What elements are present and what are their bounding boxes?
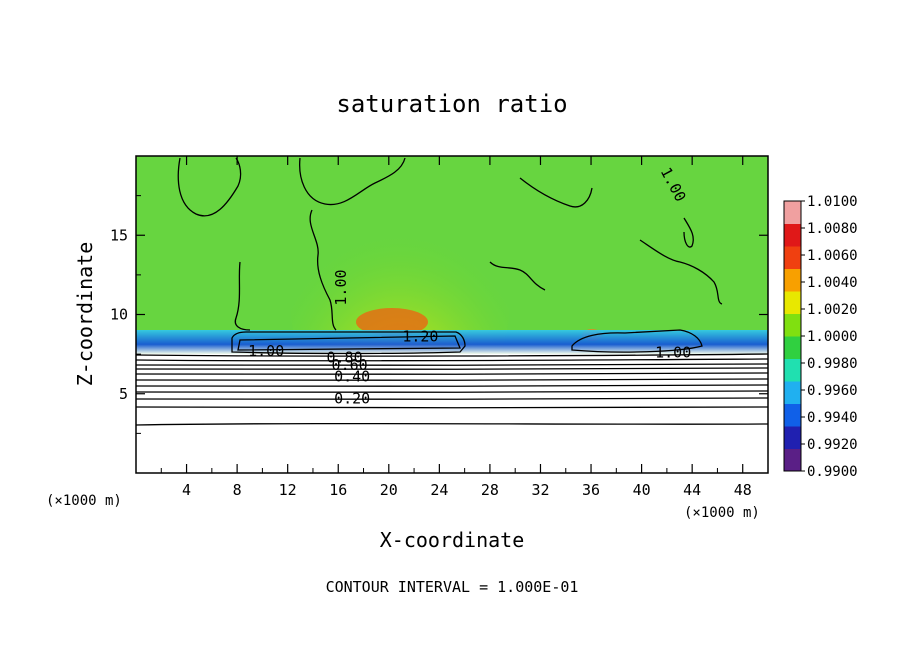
colorbar-tick-label: 1.0060 [807,248,858,264]
colorbar-swatch [784,268,801,292]
colorbar-tick-label: 0.9940 [807,410,858,426]
colorbar-tick-label: 1.0100 [807,194,858,210]
contour-path [519,177,593,208]
colorbar-swatch [784,336,801,359]
contour-path [136,384,768,388]
contour-label: 1.20 [402,328,438,346]
x-tick-label: 4 [182,481,191,499]
colorbar-tick-label: 0.9920 [807,437,858,453]
contour-label: 1.00 [332,269,350,305]
colorbar-tick-label: 1.0080 [807,221,858,237]
contour-path [177,157,242,217]
contour-path [136,358,768,362]
x-tick-label: 48 [734,481,752,499]
x-axis-title: X-coordinate [380,528,525,552]
contour-path [309,209,337,331]
y-tick-label: 10 [110,306,128,324]
contour-path [136,406,768,409]
contour-path [136,367,768,371]
chart-title: saturation ratio [336,90,567,118]
x-tick-label: 8 [233,481,242,499]
contour-path [571,329,703,353]
contour-path [237,335,461,351]
colorbar-swatch [784,403,801,427]
contour-label: 0.20 [334,390,370,408]
lower-field [136,354,768,473]
contour-path [299,157,406,206]
x-tick-label: 44 [683,481,701,499]
contour-path [683,217,694,248]
contour-path [136,372,768,376]
x-tick-label: 28 [481,481,499,499]
contour-path [136,363,768,367]
contour-label: 0.80 [326,348,362,366]
plot-area [136,156,768,473]
colorbar-swatch [784,381,801,404]
x-axis: 4 8 12 16 20 24 28 32 36 40 44 48 [160,156,752,499]
contour-path [136,378,768,382]
colorbar-swatch [784,313,801,337]
x-tick-label: 20 [380,481,398,499]
contour-label: 0.60 [332,356,368,374]
contour-path [231,331,466,355]
contour-path [136,397,768,401]
colorbar-tick-label: 0.9900 [807,464,858,480]
contour-path [639,239,723,305]
colorbar-swatch [784,426,801,449]
colorbar-swatch [784,201,801,224]
contour-path [136,422,768,426]
x-tick-label: 32 [531,481,549,499]
colorbar-swatch [784,358,801,382]
x-unit-label: (×1000 m) [46,493,122,509]
y-axis: 5 10 15 [110,195,768,434]
contour-path [234,261,251,331]
contour-path [489,261,546,291]
colorbar-swatch [784,246,801,269]
contour-path [136,353,768,357]
z-unit-label: (×1000 m) [684,505,760,521]
colorbar: 1.0100 1.0080 1.0060 1.0040 1.0020 1.0000 0.99… [783,194,858,480]
colorbar-tick-label: 1.0040 [807,275,858,291]
x-tick-label: 24 [430,481,448,499]
y-tick-label: 15 [110,226,128,244]
x-tick-label: 12 [279,481,297,499]
colorbar-tick-label: 0.9960 [807,383,858,399]
plume-hotspot [356,308,428,336]
y-axis-title: Z-coordinate [73,242,97,387]
colorbar-swatch [784,448,801,472]
x-tick-label: 36 [582,481,600,499]
x-tick-label: 40 [633,481,651,499]
colorbar-tick-label: 1.0020 [807,302,858,318]
contour-lines [136,157,768,426]
x-tick-label: 16 [329,481,347,499]
colorbar-tick-label: 1.0000 [807,329,858,345]
contour-path [136,390,768,394]
contour-label: 1.00 [655,344,691,362]
colorbar-tick-label: 0.9980 [807,356,858,372]
contour-interval-footer: CONTOUR INTERVAL = 1.000E-01 [326,578,579,596]
colorbar-swatch [784,291,801,314]
colorbar-swatch [784,223,801,247]
y-tick-label: 5 [119,385,128,403]
contour-label: 0.40 [334,367,370,385]
contour-label: 1.00 [248,342,284,360]
